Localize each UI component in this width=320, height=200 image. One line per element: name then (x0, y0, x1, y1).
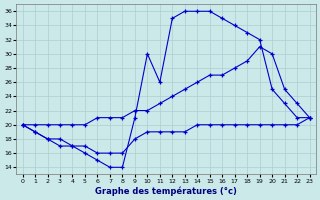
X-axis label: Graphe des températures (°c): Graphe des températures (°c) (95, 186, 237, 196)
